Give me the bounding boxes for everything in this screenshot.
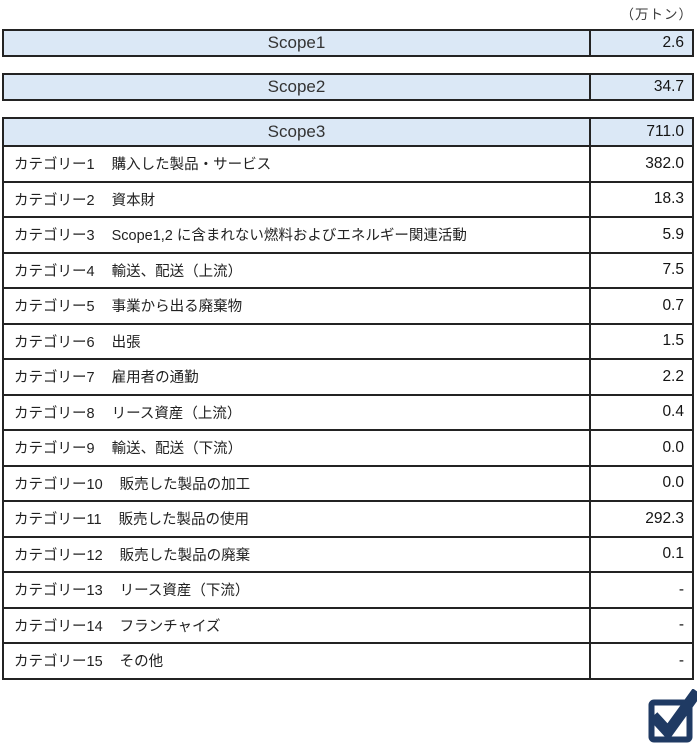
category-name: カテゴリー8 [14,405,95,422]
category-name: カテゴリー1 [14,157,95,174]
category-row-12: カテゴリー12 販売した製品の廃棄 0.1 [4,535,692,572]
category-value: 5.9 [589,218,692,252]
category-value: 18.3 [589,182,692,216]
category-description: 資本財 [111,192,156,209]
category-description: 購入した製品・サービス [111,157,272,174]
category-name: カテゴリー9 [14,441,95,458]
category-label: カテゴリー10 販売した製品の加工 [4,467,589,501]
category-row-2: カテゴリー2 資本財 18.3 [4,180,692,217]
category-description: その他 [119,654,164,671]
category-name: カテゴリー12 [14,547,103,564]
category-label: カテゴリー1 購入した製品・サービス [4,147,589,181]
category-name: カテゴリー2 [14,192,95,209]
category-description: フランチャイズ [119,618,221,635]
category-value: 0.1 [589,537,692,571]
scope1-row: Scope1 2.6 [4,31,692,55]
category-row-10: カテゴリー10 販売した製品の加工 0.0 [4,464,692,501]
category-value: - [589,644,692,678]
category-description: 輸送、配送（上流） [111,263,243,280]
category-row-13: カテゴリー13 リース資産（下流） - [4,571,692,607]
category-description: リース資産（上流） [111,405,242,422]
category-name: カテゴリー3 [14,228,95,245]
scope1-table: Scope1 2.6 [2,29,694,57]
category-name: カテゴリー7 [14,370,95,387]
scope3-table: Scope3 711.0 カテゴリー1 購入した製品・サービス 382.0 カテゴ… [2,117,694,680]
category-row-14: カテゴリー14 フランチャイズ - [4,606,692,643]
category-value: 0.0 [589,431,692,465]
scope2-label: Scope2 [267,77,326,96]
category-row-8: カテゴリー8 リース資産（上流） 0.4 [4,393,692,430]
category-description: 出張 [111,334,141,351]
category-label: カテゴリー15 その他 [4,644,589,678]
category-label: カテゴリー14 フランチャイズ [4,609,589,643]
category-value: 0.7 [589,289,692,323]
category-label: カテゴリー12 販売した製品の廃棄 [4,538,589,572]
category-row-3: カテゴリー3 Scope1,2 に含まれない燃料およびエネルギー関連活動 5.9 [4,216,692,252]
scope2-table: Scope2 34.7 [2,73,694,101]
category-row-11: カテゴリー11 販売した製品の使用 292.3 [4,500,692,536]
category-label: カテゴリー4 輸送、配送（上流） [4,254,589,288]
category-value: 0.0 [589,466,692,500]
category-value: 7.5 [589,253,692,287]
category-label: カテゴリー2 資本財 [4,183,589,217]
category-name: カテゴリー10 [14,476,103,493]
category-row-4: カテゴリー4 輸送、配送（上流） 7.5 [4,251,692,288]
category-description: 雇用者の通勤 [111,370,199,387]
category-description: 事業から出る廃棄物 [111,299,243,316]
category-value: 1.5 [589,324,692,358]
category-value: 292.3 [589,502,692,536]
category-row-5: カテゴリー5 事業から出る廃棄物 0.7 [4,287,692,323]
category-label: カテゴリー6 出張 [4,325,589,359]
category-value: - [589,573,692,607]
scope3-value: 711.0 [589,119,692,145]
category-row-7: カテゴリー7 雇用者の通勤 2.2 [4,358,692,394]
unit-label: （万トン） [620,7,693,22]
category-label: カテゴリー5 事業から出る廃棄物 [4,289,589,323]
category-label: カテゴリー7 雇用者の通勤 [4,360,589,394]
checked-checkbox-icon [648,689,697,743]
category-description: 輸送、配送（下流） [111,441,243,458]
category-description: 販売した製品の廃棄 [119,547,251,564]
category-label: カテゴリー3 Scope1,2 に含まれない燃料およびエネルギー関連活動 [4,218,589,252]
category-label: カテゴリー11 販売した製品の使用 [4,502,589,536]
category-name: カテゴリー5 [14,299,95,316]
category-name: カテゴリー15 [14,654,103,671]
category-row-1: カテゴリー1 購入した製品・サービス 382.0 [4,145,692,181]
scope3-header-row: Scope3 711.0 [4,119,692,145]
category-name: カテゴリー11 [14,512,102,529]
category-name: カテゴリー14 [14,618,103,635]
category-label: カテゴリー8 リース資産（上流） [4,396,589,430]
category-value: 0.4 [589,395,692,429]
scope1-value: 2.6 [589,31,692,55]
scope2-row: Scope2 34.7 [4,75,692,99]
scope1-label: Scope1 [267,33,326,52]
category-name: カテゴリー13 [14,583,103,600]
scope3-label: Scope3 [267,122,326,141]
category-label: カテゴリー13 リース資産（下流） [4,573,589,607]
category-label: カテゴリー9 輸送、配送（下流） [4,431,589,465]
category-value: 2.2 [589,360,692,394]
category-description: リース資産（下流） [119,583,250,600]
category-name: カテゴリー4 [14,263,95,280]
category-description: 販売した製品の使用 [118,512,250,529]
category-row-9: カテゴリー9 輸送、配送（下流） 0.0 [4,429,692,465]
category-description: Scope1,2 に含まれない燃料およびエネルギー関連活動 [111,228,467,245]
category-row-6: カテゴリー6 出張 1.5 [4,322,692,359]
category-value: 382.0 [589,147,692,181]
category-row-15: カテゴリー15 その他 - [4,642,692,678]
scope2-value: 34.7 [589,75,692,99]
category-description: 販売した製品の加工 [119,476,251,493]
category-name: カテゴリー6 [14,334,95,351]
category-value: - [589,608,692,642]
